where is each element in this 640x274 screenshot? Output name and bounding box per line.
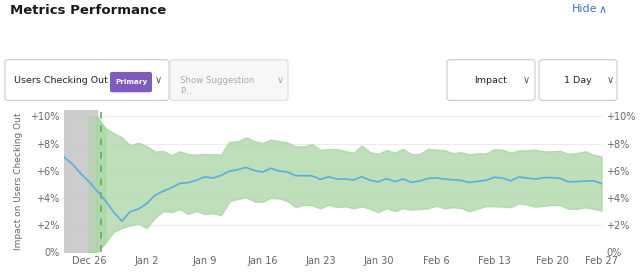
Text: Show Suggestion: Show Suggestion [180,76,254,85]
Text: ∨: ∨ [155,75,162,85]
FancyBboxPatch shape [110,72,152,92]
Text: ∧: ∧ [598,5,607,15]
FancyBboxPatch shape [539,60,617,101]
FancyBboxPatch shape [447,60,535,101]
Text: Hide: Hide [572,4,597,14]
Text: Primary: Primary [115,79,147,85]
Text: P...: P... [180,87,191,96]
Text: ∨: ∨ [523,75,530,85]
FancyBboxPatch shape [170,60,288,101]
Y-axis label: Impact on Users Checking Out: Impact on Users Checking Out [14,112,23,250]
Text: 1 Day: 1 Day [564,76,592,85]
Text: Users Checking Out: Users Checking Out [14,76,108,85]
FancyBboxPatch shape [5,60,169,101]
Text: ∨: ∨ [277,75,284,85]
Text: Impact: Impact [475,76,508,85]
Text: Metrics Performance: Metrics Performance [10,4,166,17]
Text: ∨: ∨ [607,75,614,85]
